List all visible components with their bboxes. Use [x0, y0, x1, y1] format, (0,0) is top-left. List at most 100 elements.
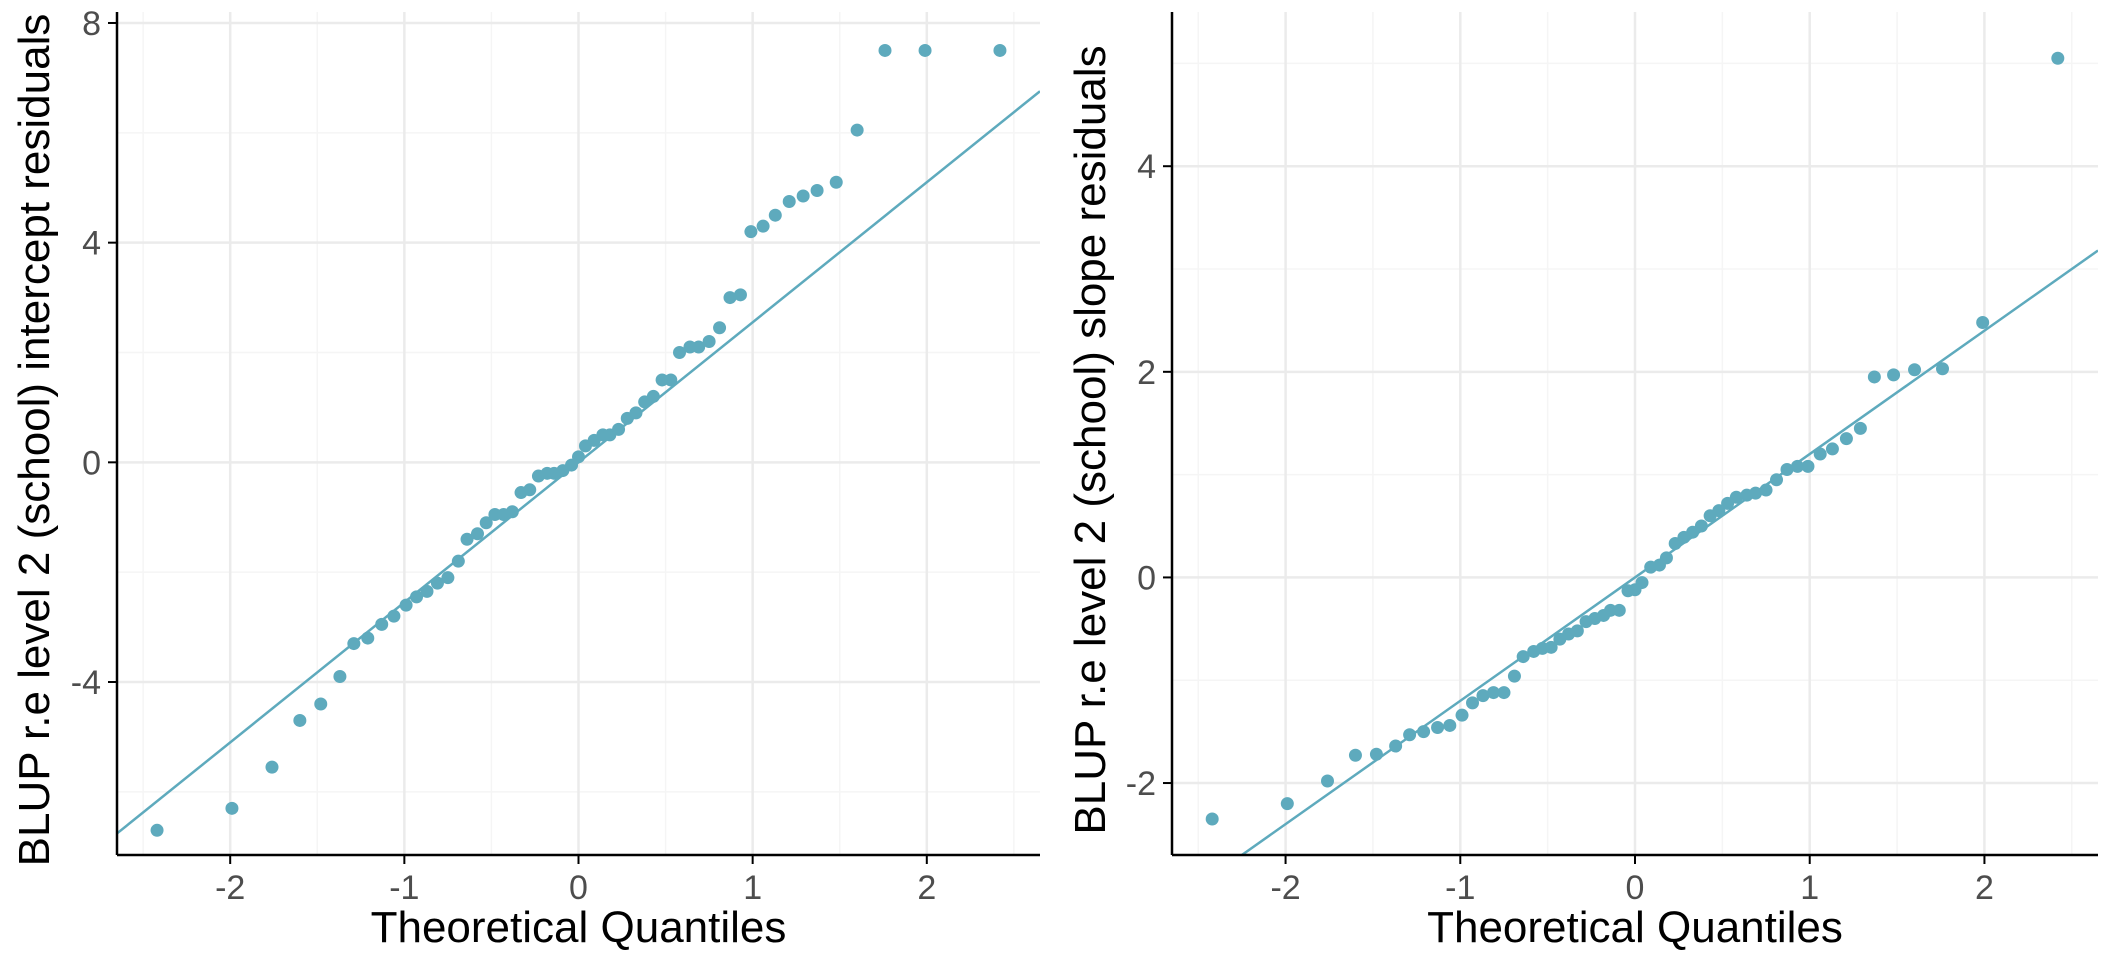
data-point	[451, 554, 465, 568]
data-point	[692, 340, 706, 354]
data-point	[430, 576, 444, 590]
data-point	[1466, 696, 1480, 710]
data-point	[702, 335, 716, 349]
y-tick-label: 8	[82, 5, 101, 43]
data-point	[1825, 442, 1839, 456]
data-point	[1348, 748, 1362, 762]
data-point	[1813, 447, 1827, 461]
data-point	[1280, 797, 1294, 811]
data-point	[375, 617, 389, 631]
data-point	[505, 505, 519, 519]
x-tick-label: -2	[1270, 869, 1300, 907]
data-point	[713, 321, 727, 335]
data-point	[479, 516, 493, 530]
intercept-residuals-qq-panel: -2 -1 0 1 2 -4 0 4 8 Theoretical Quantiles BLUP r.…	[10, 5, 1040, 952]
data-point	[744, 225, 758, 239]
data-point	[1516, 650, 1530, 664]
data-point	[523, 483, 537, 497]
data-point	[1839, 432, 1853, 446]
y-axis-title: BLUP r.e level 2 (school) intercept resi…	[10, 14, 59, 867]
data-point	[1455, 708, 1469, 722]
data-point	[293, 713, 307, 727]
data-point	[1780, 462, 1794, 476]
y-tick-label: 4	[1137, 148, 1156, 186]
x-tick-label: 0	[569, 869, 588, 907]
x-axis-title: Theoretical Quantiles	[1427, 903, 1843, 952]
x-tick-label: -1	[389, 869, 419, 907]
data-point	[420, 584, 434, 598]
data-point	[265, 760, 279, 774]
data-point	[150, 823, 164, 837]
data-point	[629, 406, 643, 420]
data-point	[1853, 421, 1867, 435]
data-point	[361, 631, 375, 645]
data-point	[733, 288, 747, 302]
data-point	[1369, 747, 1383, 761]
data-point	[460, 532, 474, 546]
grid	[117, 12, 1040, 855]
data-point	[1431, 721, 1445, 735]
data-point	[1867, 370, 1881, 384]
y-tick-label: 0	[1137, 559, 1156, 597]
y-tick-label: -2	[1126, 765, 1156, 803]
data-point	[1694, 519, 1708, 533]
data-point	[1936, 362, 1950, 376]
data-point	[225, 801, 239, 815]
y-tick-label: 2	[1137, 354, 1156, 392]
data-point	[850, 123, 864, 137]
x-axis-title: Theoretical Quantiles	[371, 903, 787, 952]
data-point	[1544, 640, 1558, 654]
x-tick-label: -1	[1445, 869, 1475, 907]
data-point	[1759, 483, 1773, 497]
data-point	[2051, 51, 2065, 65]
data-point	[1729, 490, 1743, 504]
data-point	[1443, 718, 1457, 732]
data-point	[796, 189, 810, 203]
y-axis-title: BLUP r.e level 2 (school) slope residual…	[1066, 45, 1115, 834]
data-point	[1635, 576, 1649, 590]
data-point	[1659, 551, 1673, 565]
x-tick-label: 0	[1626, 869, 1645, 907]
data-point	[829, 175, 843, 189]
data-point	[1712, 504, 1726, 518]
data-points	[150, 43, 1007, 837]
data-point	[333, 670, 347, 684]
data-point	[810, 183, 824, 197]
data-point	[1205, 812, 1219, 826]
data-point	[1908, 363, 1922, 377]
data-point	[314, 697, 328, 711]
data-point	[1497, 686, 1511, 700]
slope-residuals-qq-panel: -2 -1 0 1 2 -2 0 2 4 Theoretical Quantiles BLUP r.…	[1066, 12, 2098, 952]
data-point	[1417, 725, 1431, 739]
data-point	[1507, 669, 1521, 683]
data-point	[918, 43, 932, 57]
data-point	[410, 590, 424, 604]
x-tick-label: 2	[917, 869, 936, 907]
data-point	[1403, 728, 1417, 742]
data-point	[756, 219, 770, 233]
x-tick-label: 1	[1800, 869, 1819, 907]
data-point	[782, 194, 796, 208]
data-points	[1205, 51, 2065, 826]
data-point	[1976, 315, 1990, 329]
data-point	[572, 450, 585, 464]
data-point	[723, 291, 737, 305]
data-point	[1476, 689, 1490, 703]
data-point	[441, 571, 455, 585]
data-point	[1570, 624, 1584, 638]
y-tick-label: -4	[71, 664, 101, 702]
data-point	[664, 373, 678, 387]
data-point	[399, 598, 413, 612]
data-point	[1389, 739, 1403, 753]
data-point	[1320, 774, 1334, 788]
data-point	[1486, 686, 1500, 700]
x-tick-label: -2	[215, 869, 245, 907]
data-point	[1612, 603, 1626, 617]
data-point	[1770, 473, 1784, 487]
data-point	[1749, 486, 1763, 500]
data-point	[673, 345, 687, 359]
data-point	[646, 389, 660, 403]
y-tick-label: 4	[82, 225, 101, 263]
